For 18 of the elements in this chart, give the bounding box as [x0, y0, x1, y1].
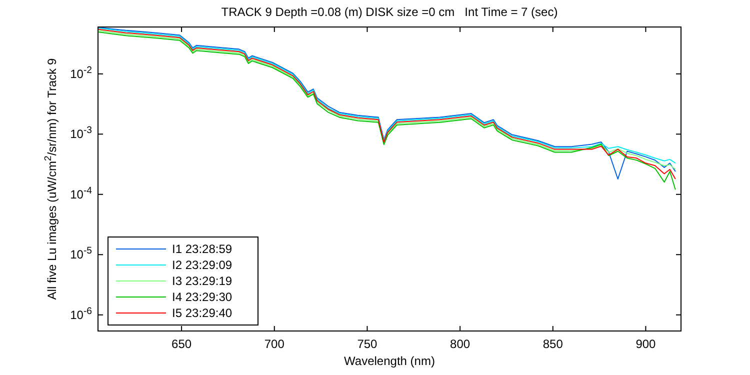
legend-label: I5 23:29:40 [172, 306, 232, 320]
x-tick-label: 850 [542, 337, 564, 351]
x-tick-label: 650 [172, 337, 192, 351]
x-axis-title: Wavelength (nm) [344, 354, 435, 368]
chart-title: TRACK 9 Depth =0.08 (m) DISK size =0 cm Int Time = 7 (sec) [221, 5, 558, 19]
y-tick-label: 10$^{-2}$ [70, 64, 92, 81]
y-tick-label: 10$^{-5}$ [70, 245, 92, 262]
x-tick-label: 750 [357, 337, 378, 351]
y-tick-label: 10$^{-6}$ [70, 305, 92, 322]
y-tick-label: 10$^{-4}$ [70, 184, 93, 202]
x-tick-label: 900 [636, 337, 656, 351]
legend-label: I1 23:28:59 [172, 242, 232, 256]
legend-label: I3 23:29:19 [172, 274, 232, 288]
y-tick-label: 10$^{-3}$ [70, 124, 92, 142]
legend-label: I4 23:29:30 [172, 290, 232, 304]
legend-label: I2 23:29:09 [172, 258, 232, 272]
x-tick-label: 800 [450, 337, 470, 351]
x-tick-label: 700 [264, 337, 285, 351]
